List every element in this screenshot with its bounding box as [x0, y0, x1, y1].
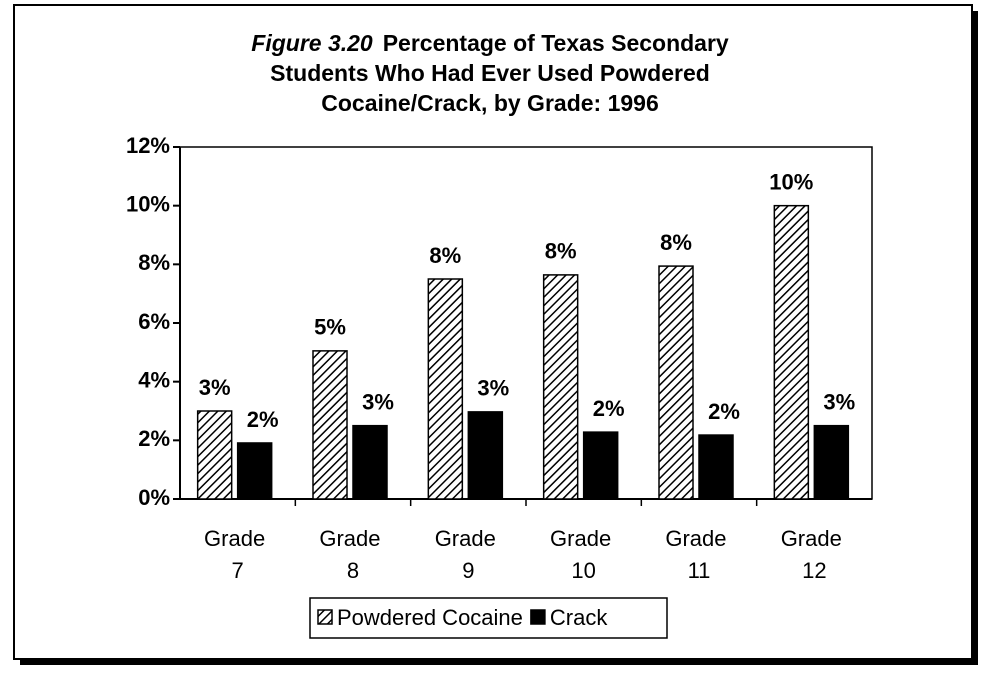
bar — [467, 411, 504, 500]
bar — [773, 204, 810, 500]
x-tick-label-line: 10 — [571, 558, 595, 583]
value-label: 2% — [708, 399, 740, 424]
y-tick-label: 10% — [126, 191, 170, 216]
x-tick-label: Grade 10 — [550, 526, 617, 583]
bar — [236, 442, 273, 500]
x-tick-label: Grade 11 — [665, 526, 732, 583]
bar — [542, 274, 579, 500]
bar — [427, 278, 464, 500]
x-tick-label-line: Grade — [781, 526, 848, 551]
title-line: Students Who Had Ever Used Powdered — [270, 60, 710, 86]
bar — [813, 424, 850, 500]
bar — [196, 410, 233, 500]
value-label: 5% — [314, 315, 346, 340]
y-tick-label: 2% — [138, 426, 170, 451]
value-label: 8% — [660, 230, 692, 255]
y-tick-label: 4% — [138, 367, 170, 392]
chart-title: Figure 3.20 Percentage of Texas Secondary — [251, 30, 729, 56]
x-tick-label-line: Grade — [550, 526, 617, 551]
x-tick-label-line: 12 — [802, 558, 826, 583]
y-tick-label: 12% — [126, 133, 170, 158]
frame — [13, 4, 973, 660]
x-tick-label-line: 9 — [462, 558, 474, 583]
title-line: Cocaine/Crack, by Grade: 1996 — [321, 90, 659, 116]
legend-label: Powdered Cocaine — [337, 605, 523, 630]
bar — [698, 434, 734, 500]
value-label: 2% — [593, 396, 625, 421]
x-tick-label: Grade 8 — [319, 526, 386, 583]
x-tick-label-line: 7 — [232, 558, 244, 583]
x-tick-label-line: Grade — [204, 526, 271, 551]
x-tick-label: Grade 12 — [781, 526, 848, 583]
bar — [352, 424, 388, 500]
y-tick-label: 6% — [138, 309, 170, 334]
value-label: 8% — [429, 243, 461, 268]
x-tick-label-line: 8 — [347, 558, 359, 583]
x-tick-label-line: Grade — [319, 526, 386, 551]
y-tick-label: 8% — [138, 250, 170, 275]
x-tick-label: Grade 7 — [204, 526, 271, 583]
value-label: 2% — [247, 407, 279, 432]
x-tick-label-line: Grade — [665, 526, 732, 551]
figure-label: Figure 3.20 — [251, 30, 373, 56]
x-tick-label-line: 11 — [688, 558, 711, 583]
bar — [582, 431, 619, 500]
legend-swatch — [317, 609, 333, 625]
value-label: 10% — [769, 169, 813, 194]
legend-box — [309, 597, 668, 639]
x-tick-label: Grade 9 — [435, 526, 502, 583]
value-label: 3% — [199, 375, 231, 400]
legend-swatch — [530, 609, 546, 625]
value-label: 8% — [545, 239, 577, 264]
value-label: 3% — [477, 376, 509, 401]
y-tick-label: 0% — [138, 485, 170, 510]
value-label: 3% — [823, 389, 855, 414]
bar — [312, 350, 348, 500]
legend-label: Crack — [550, 605, 608, 630]
title-line: Percentage of Texas Secondary — [383, 30, 729, 56]
bar — [658, 265, 694, 500]
value-label: 3% — [362, 389, 394, 414]
x-tick-label-line: Grade — [435, 526, 502, 551]
